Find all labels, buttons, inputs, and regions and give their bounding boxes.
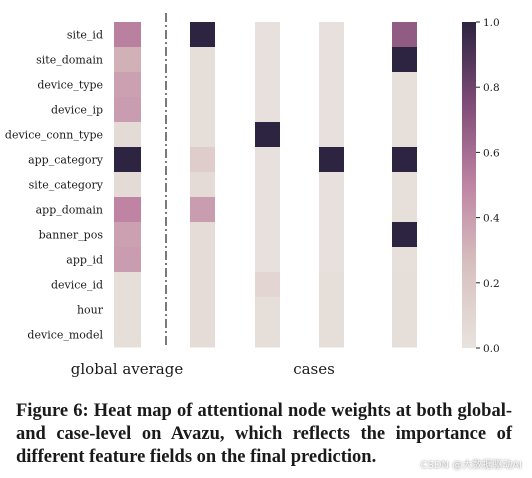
- row-label: app_category: [28, 154, 104, 167]
- global-average-label: global average: [71, 360, 184, 378]
- case-cell: [255, 272, 280, 298]
- case-cell: [319, 22, 344, 48]
- case-cell: [190, 297, 215, 323]
- case-cell: [255, 122, 280, 148]
- case-cell: [190, 97, 215, 123]
- row-label: device_type: [37, 79, 103, 92]
- colorbar: [462, 22, 476, 348]
- global-cell: [114, 47, 141, 73]
- case-cell: [319, 47, 344, 73]
- case-cell: [319, 197, 344, 223]
- case-cell: [319, 297, 344, 323]
- global-cell: [114, 322, 141, 348]
- global-cell: [114, 122, 141, 148]
- case-cell: [255, 197, 280, 223]
- global-cell: [114, 197, 141, 223]
- case-cell: [319, 122, 344, 148]
- row-labels: site_id site_domain device_type device_ipde…: [5, 29, 104, 342]
- case-cell: [190, 147, 215, 173]
- case-cell: [319, 272, 344, 298]
- case-cell: [190, 122, 215, 148]
- case-cell: [392, 197, 417, 223]
- cases-label: cases: [293, 360, 335, 378]
- case-cell: [190, 322, 215, 348]
- global-cell: [114, 222, 141, 248]
- watermark: CSDN @大数据驱动AI: [420, 460, 522, 471]
- case-cell: [392, 72, 417, 98]
- case-columns: [190, 22, 417, 348]
- case-cell: [319, 97, 344, 123]
- case-cell: [255, 297, 280, 323]
- global-cell: [114, 22, 141, 48]
- case-cell: [392, 172, 417, 198]
- case-cell: [255, 147, 280, 173]
- case-cell: [319, 247, 344, 273]
- colorbar-tick-label: 1.0: [483, 17, 500, 29]
- case-cell: [190, 172, 215, 198]
- global-cell: [114, 147, 141, 173]
- row-label: banner_pos: [39, 229, 104, 242]
- global-cell: [114, 172, 141, 198]
- case-cell: [190, 247, 215, 273]
- row-label: device_conn_type: [5, 129, 103, 142]
- case-cell: [392, 272, 417, 298]
- global-cell: [114, 72, 141, 98]
- case-cell: [392, 297, 417, 323]
- case-cell: [319, 222, 344, 248]
- row-label: device_ip: [51, 104, 103, 117]
- case-cell: [255, 222, 280, 248]
- case-cell: [190, 47, 215, 73]
- case-cell: [392, 122, 417, 148]
- row-label: site_domain: [36, 54, 103, 67]
- case-cell: [392, 47, 417, 73]
- row-label: device_model: [27, 329, 103, 342]
- case-cell: [190, 272, 215, 298]
- colorbar-tick-label: 0.0: [483, 343, 500, 355]
- case-cell: [392, 322, 417, 348]
- case-cell: [255, 172, 280, 198]
- global-average-column: [114, 22, 141, 348]
- colorbar-tick-label: 0.2: [483, 278, 500, 290]
- row-label: app_domain: [36, 204, 103, 217]
- colorbar-tick-label: 0.8: [483, 82, 500, 94]
- colorbar-ticks: 0.0 0.2 0.4 0.6 0.8 1.0: [476, 17, 500, 355]
- case-cell: [392, 22, 417, 48]
- case-cell: [392, 147, 417, 173]
- case-cell: [319, 322, 344, 348]
- case-cell: [255, 97, 280, 123]
- figure-caption: Figure 6: Heat map of attentional node w…: [16, 401, 512, 467]
- case-cell: [190, 72, 215, 98]
- row-label: site_id: [67, 29, 103, 42]
- case-cell: [255, 47, 280, 73]
- case-cell: [392, 222, 417, 248]
- global-cell: [114, 247, 141, 273]
- case-cell: [255, 72, 280, 98]
- case-cell: [319, 147, 344, 173]
- case-cell: [190, 22, 215, 48]
- case-cell: [392, 247, 417, 273]
- global-cell: [114, 97, 141, 123]
- global-cell: [114, 272, 141, 298]
- case-cell: [319, 172, 344, 198]
- colorbar-tick-label: 0.4: [483, 213, 500, 225]
- global-cell: [114, 297, 141, 323]
- case-cell: [392, 97, 417, 123]
- row-label: site_category: [29, 179, 104, 192]
- case-cell: [255, 322, 280, 348]
- case-cell: [255, 247, 280, 273]
- colorbar-tick-label: 0.6: [483, 147, 500, 159]
- case-cell: [190, 222, 215, 248]
- case-cell: [255, 22, 280, 48]
- case-cell: [190, 197, 215, 223]
- case-cell: [319, 72, 344, 98]
- row-label: app_id: [66, 254, 103, 267]
- row-label: hour: [77, 304, 104, 317]
- row-label: device_id: [51, 279, 103, 292]
